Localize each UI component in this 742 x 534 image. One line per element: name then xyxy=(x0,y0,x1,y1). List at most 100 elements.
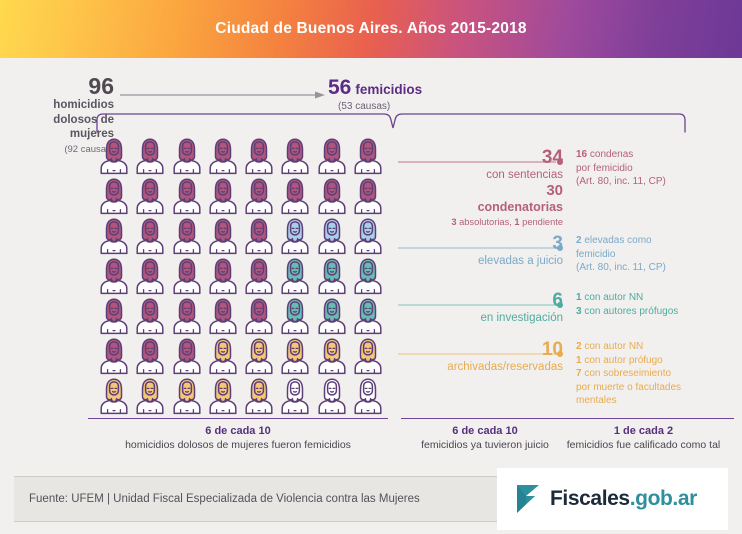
person-icon xyxy=(209,178,237,215)
femicides-summary-block: 56 femicidios (53 causas) xyxy=(328,76,538,112)
person-icon xyxy=(209,298,237,335)
top-arrow-icon xyxy=(120,91,325,99)
branch-elevadas-detail: 2 elevadas como femicidio (Art. 80, inc.… xyxy=(576,234,742,275)
person-icon xyxy=(209,338,237,375)
person-icon xyxy=(136,138,164,175)
branch-sentencias-caption: con sentencias xyxy=(486,169,563,181)
person-icon xyxy=(318,298,346,335)
person-icon xyxy=(173,178,201,215)
source-text: Fuente: UFEM | Unidad Fiscal Especializa… xyxy=(29,493,420,505)
person-icon xyxy=(209,378,237,415)
branch-sentencias-number: 34 xyxy=(541,147,563,168)
branch-investigacion-detail-rest: con autor NN xyxy=(581,292,644,303)
person-icon xyxy=(100,338,128,375)
person-icon xyxy=(173,378,201,415)
branch-investigacion-detail-rest2: con autores prófugos xyxy=(581,305,679,317)
stat-1-headline: 6 de cada 10 xyxy=(205,425,271,437)
stat-block-1: 6 de cada 10 homicidios dolosos de mujer… xyxy=(88,418,388,452)
stat-block-2: 6 de cada 10 femicidios ya tuvieron juic… xyxy=(401,418,569,452)
person-icon xyxy=(173,218,201,255)
branch-sentencias-small: 3 absolutorias, 1 pendiente xyxy=(451,217,563,227)
branch-elevadas-caption: elevadas a juicio xyxy=(477,255,563,267)
branch-elevadas-labels: 3 elevadas a juicio xyxy=(398,234,563,268)
person-icon xyxy=(354,338,382,375)
person-icon xyxy=(281,378,309,415)
branch-sentencias-detail-line3: (Art. 80, inc. 11, CP) xyxy=(576,176,666,187)
person-icon xyxy=(136,218,164,255)
person-icon xyxy=(136,258,164,295)
branch-sentencias-caption2: condenatorias xyxy=(477,200,563,215)
homicides-label-line3: mujeres xyxy=(69,128,114,141)
left-summary-block: 96 homicidios dolosos de mujeres (92 cau… xyxy=(4,74,114,155)
person-icon xyxy=(136,178,164,215)
person-icon xyxy=(318,378,346,415)
branch-investigacion-number: 6 xyxy=(552,290,563,311)
person-icon xyxy=(245,218,273,255)
homicides-label-line2: dolosos de xyxy=(53,113,114,126)
person-icon xyxy=(281,258,309,295)
branch-archivadas-labels: 10 archivadas/reservadas xyxy=(398,340,563,374)
person-icon xyxy=(209,138,237,175)
branch-archivadas-caption: archivadas/reservadas xyxy=(447,361,563,373)
person-icon xyxy=(173,298,201,335)
branch-investigacion-detail-bold: 1 xyxy=(576,292,582,303)
stat-2-headline: 6 de cada 10 xyxy=(452,425,518,437)
person-icon xyxy=(281,338,309,375)
stat-1-detail: homicidios dolosos de mujeres fueron fem… xyxy=(125,439,351,452)
femicides-label: femicidios xyxy=(355,82,423,97)
flag-pennant-icon xyxy=(517,485,539,513)
branch-sentencias-detail-line2: por femicidio xyxy=(576,162,633,174)
people-grid xyxy=(96,136,386,416)
stat-divider xyxy=(553,418,734,419)
femicides-count: 56 xyxy=(328,76,352,99)
person-icon xyxy=(136,378,164,415)
branch-archivadas-detail-rest: con autor NN xyxy=(581,341,644,352)
person-icon xyxy=(245,138,273,175)
branch-archivadas-detail-line5: mentales xyxy=(576,395,617,406)
stat-3-headline: 1 de cada 2 xyxy=(613,425,674,437)
person-icon xyxy=(245,258,273,295)
logo-text: Fiscales.gob.ar xyxy=(550,487,697,511)
branch-investigacion-detail-bold2: 3 xyxy=(576,305,582,317)
branch-archivadas-detail-bold3: 7 xyxy=(576,368,582,379)
person-icon xyxy=(281,218,309,255)
branch-investigacion: 6 en investigación 1 con autor NN 3 con … xyxy=(398,291,742,339)
person-icon xyxy=(318,218,346,255)
homicides-count: 96 xyxy=(88,73,114,99)
person-icon xyxy=(354,378,382,415)
person-icon xyxy=(354,138,382,175)
branch-elevadas-detail-line2: femicidio xyxy=(576,248,616,260)
branch-investigacion-detail: 1 con autor NN 3 con autores prófugos xyxy=(576,291,742,318)
branch-archivadas-detail-rest2: con autor prófugo xyxy=(581,354,663,366)
person-icon xyxy=(173,258,201,295)
branch-sentencias: 34 con sentencias 30 condenatorias 3 abs… xyxy=(398,148,742,228)
stat-block-3: 1 de cada 2 femicidios fue calificado co… xyxy=(553,418,734,452)
person-icon xyxy=(354,178,382,215)
branch-elevadas-detail-rest: elevadas como xyxy=(581,235,652,246)
person-icon xyxy=(245,178,273,215)
person-icon xyxy=(100,298,128,335)
person-icon xyxy=(354,218,382,255)
femicides-causas: (53 causas) xyxy=(338,101,391,112)
branch-sentencias-detail: 16 condenas por femicidio (Art. 80, inc.… xyxy=(576,148,742,189)
homicides-label-line1: homicidios xyxy=(53,99,114,112)
page-title: Ciudad de Buenos Aires. Años 2015-2018 xyxy=(215,20,527,37)
person-icon xyxy=(136,338,164,375)
branch-archivadas-detail-rest3: con sobreseimiento xyxy=(581,368,672,379)
branch-sentencias-number2: 30 xyxy=(546,182,563,200)
header-bar: Ciudad de Buenos Aires. Años 2015-2018 xyxy=(0,0,742,58)
person-icon xyxy=(245,298,273,335)
branch-archivadas-detail-line4: por muerte o facultades xyxy=(576,381,682,393)
branch-sentencias-detail-rest: condenas xyxy=(587,149,634,160)
logo-box: Fiscales.gob.ar xyxy=(497,468,728,530)
homicides-causas: (92 causas) xyxy=(64,143,114,155)
person-icon xyxy=(318,258,346,295)
branch-sentencias-labels: 34 con sentencias 30 condenatorias 3 abs… xyxy=(398,148,563,228)
logo-text-teal: .gob.ar xyxy=(629,487,698,510)
stat-divider xyxy=(88,418,388,419)
person-icon xyxy=(100,378,128,415)
branch-connector-line-icon xyxy=(398,245,563,251)
source-box: Fuente: UFEM | Unidad Fiscal Especializa… xyxy=(14,476,497,522)
branch-archivadas-number: 10 xyxy=(541,339,563,360)
person-icon xyxy=(209,218,237,255)
